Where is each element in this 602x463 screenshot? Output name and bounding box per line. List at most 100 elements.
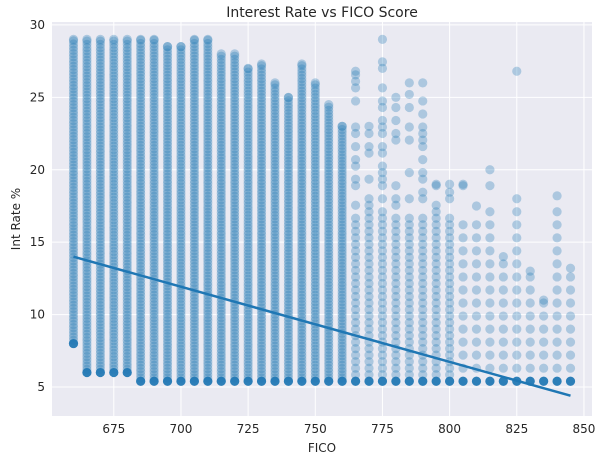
data-point [485,259,494,268]
data-point [418,377,427,386]
data-point [512,233,521,242]
data-point [566,324,575,333]
data-point [526,285,535,294]
data-point [364,142,373,151]
data-point [485,207,494,216]
data-point [203,377,212,386]
data-point [109,35,118,44]
data-point [391,194,400,203]
data-point [163,377,172,386]
data-point [526,338,535,347]
x-axis-title: FICO [308,441,336,455]
data-point [378,162,387,171]
data-point [445,377,454,386]
data-point [539,324,548,333]
data-point [485,377,494,386]
data-point [149,377,158,386]
data-point [539,311,548,320]
data-point [405,194,414,203]
data-point [418,214,427,223]
data-point [512,246,521,255]
data-point [512,220,521,229]
data-point [539,377,548,386]
data-point [217,377,226,386]
data-point [485,311,494,320]
data-point [526,351,535,360]
data-point [552,311,561,320]
data-point [378,377,387,386]
data-point [512,67,521,76]
data-point [432,201,441,210]
x-tick-label: 775 [371,422,394,436]
data-point [485,338,494,347]
y-tick-label: 5 [37,380,45,394]
data-point [351,142,360,151]
data-point [552,220,561,229]
plot-background [52,22,592,416]
x-tick-label: 850 [572,422,595,436]
data-point [458,338,467,347]
x-tick-label: 825 [505,422,528,436]
data-point [378,116,387,125]
data-point [69,35,78,44]
data-point [472,220,481,229]
data-point [405,168,414,177]
data-point [485,246,494,255]
data-point [378,194,387,203]
data-point [338,122,347,131]
data-point [418,168,427,177]
data-point [364,175,373,184]
data-point [472,259,481,268]
data-point [458,311,467,320]
data-point [445,188,454,197]
data-point [552,338,561,347]
data-point [458,233,467,242]
data-point [203,35,212,44]
data-point [512,272,521,281]
data-point [512,207,521,216]
data-point [418,109,427,118]
data-point [270,377,279,386]
data-point [405,103,414,112]
data-point [458,285,467,294]
data-point [566,264,575,273]
data-point [566,338,575,347]
data-point [512,338,521,347]
data-point [405,377,414,386]
data-point [485,181,494,190]
data-point [418,78,427,87]
data-point [284,377,293,386]
data-point [338,377,347,386]
data-point [418,188,427,197]
data-point [485,165,494,174]
data-point [351,175,360,184]
chart-title: Interest Rate vs FICO Score [226,5,418,21]
data-point [499,272,508,281]
data-point [257,59,266,68]
data-point [566,285,575,294]
data-point [391,103,400,112]
x-tick-label: 800 [438,422,461,436]
data-point [458,259,467,268]
data-point [163,42,172,51]
data-point [458,298,467,307]
data-point [512,311,521,320]
data-point [445,180,454,189]
data-point [485,298,494,307]
data-point [351,122,360,131]
data-point [284,93,293,102]
data-point [351,201,360,210]
data-point [485,272,494,281]
data-point [458,180,467,189]
data-point [405,135,414,144]
y-tick-label: 30 [30,18,45,32]
x-tick-label: 750 [304,422,327,436]
data-point [499,338,508,347]
data-point [418,155,427,164]
data-point [391,377,400,386]
data-point [391,214,400,223]
data-point [311,78,320,87]
data-point [230,49,239,58]
data-point [405,122,414,131]
data-point [96,368,105,377]
